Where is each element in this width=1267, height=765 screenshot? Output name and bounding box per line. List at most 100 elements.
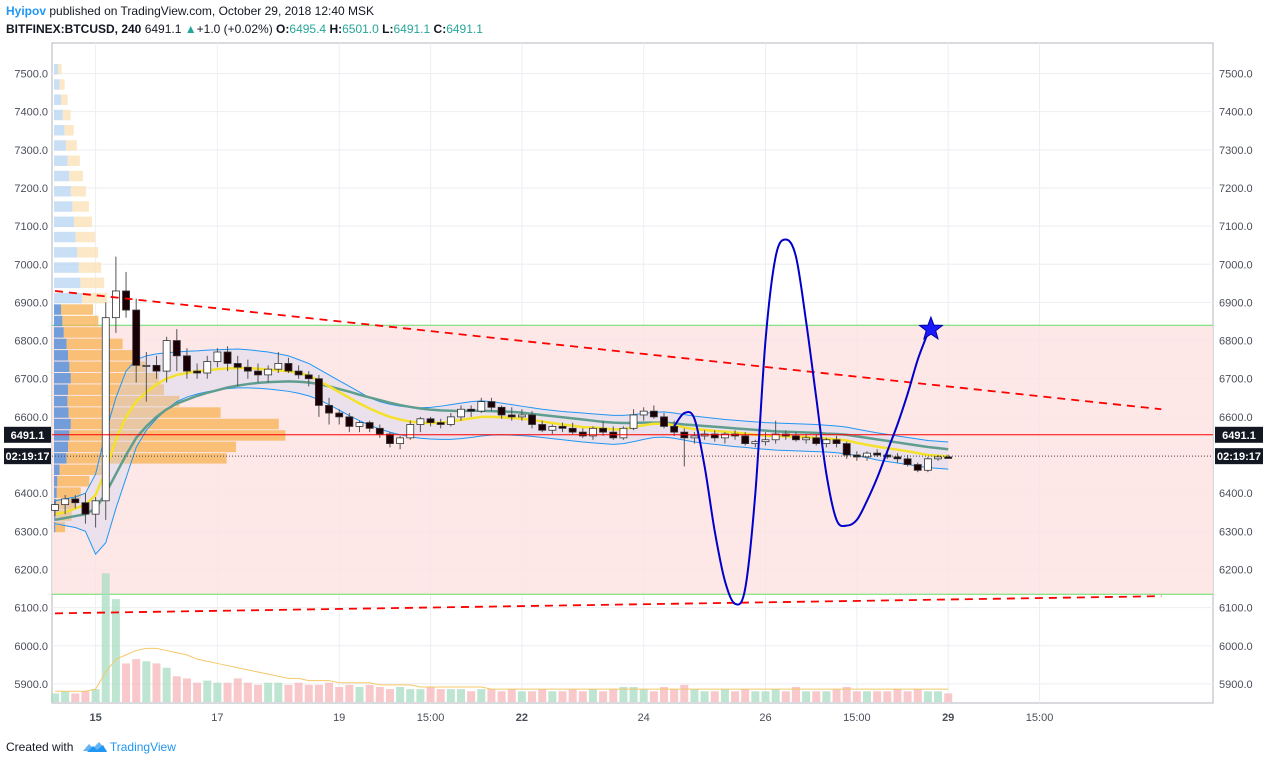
profile-bar-upper-b xyxy=(67,155,80,166)
candle-body xyxy=(193,370,202,374)
volume-bar xyxy=(497,691,506,702)
profile-bar-upper-a xyxy=(54,125,65,136)
last-price-badge-right-bg xyxy=(1215,426,1263,443)
profile-bar-upper-b xyxy=(75,231,96,243)
volume-bar xyxy=(568,689,577,702)
candle-body xyxy=(690,435,699,439)
volume-bar xyxy=(700,691,709,702)
candle-body xyxy=(548,426,557,431)
high-label: H: xyxy=(329,22,343,36)
x-tick-label: 15:00 xyxy=(1026,712,1054,724)
volume-bar xyxy=(791,687,800,702)
last-price-badge-left-text: 6491.1 xyxy=(11,430,45,442)
candle-body xyxy=(457,408,465,418)
volume-bar xyxy=(538,689,547,702)
candle-body xyxy=(264,368,273,376)
y-tick-label-right: 6400.0 xyxy=(1219,488,1253,500)
candle-body xyxy=(863,452,871,458)
volume-bar xyxy=(517,691,526,702)
volume-bar xyxy=(436,689,445,702)
candle-body xyxy=(162,340,171,372)
profile-bar-upper-b xyxy=(66,140,77,151)
candle-body xyxy=(132,309,141,366)
candle-body xyxy=(203,361,212,374)
profile-bar-up xyxy=(54,441,68,453)
candle-body xyxy=(172,340,181,357)
published-text: published on TradingView.com, October 29… xyxy=(49,4,375,18)
volume-bar xyxy=(822,691,831,702)
y-tick-label-left: 6400.0 xyxy=(14,488,48,500)
profile-bar-upper-a xyxy=(54,186,71,197)
candle-body xyxy=(507,414,516,418)
volume-bar xyxy=(223,682,232,702)
y-tick-label-left: 6600.0 xyxy=(14,412,48,424)
candle-body xyxy=(467,408,476,412)
volume-bar xyxy=(213,682,222,702)
profile-bar-up xyxy=(54,315,63,327)
profile-bar-upper-a xyxy=(54,94,62,105)
volume-bar xyxy=(487,689,496,702)
volume-bar xyxy=(731,691,740,702)
volume-bar xyxy=(162,667,171,702)
author-link[interactable]: Hyipov xyxy=(6,4,47,18)
profile-bar-down xyxy=(56,487,81,498)
volume-bar xyxy=(761,691,770,702)
candle-body xyxy=(792,435,800,441)
profile-bar-down xyxy=(69,430,286,441)
x-tick-label: 15:00 xyxy=(843,712,871,724)
volume-bar xyxy=(802,691,811,702)
volume-bar xyxy=(101,573,110,702)
x-tick-label: 22 xyxy=(516,712,528,724)
volume-bar xyxy=(660,687,668,702)
volume-bar xyxy=(588,689,597,702)
profile-bar-upper-b xyxy=(61,94,68,105)
profile-bar-up xyxy=(54,338,67,350)
y-tick-label-right: 7200.0 xyxy=(1219,183,1253,195)
volume-ma-line xyxy=(55,647,949,692)
candle-body xyxy=(487,401,496,408)
volume-bar xyxy=(345,684,354,702)
profile-bar-upper-a xyxy=(54,292,82,304)
projection-path xyxy=(673,238,929,606)
profile-bar-upper-a xyxy=(54,262,79,273)
y-tick-label-right: 7100.0 xyxy=(1219,221,1253,233)
profile-bar-up xyxy=(54,327,64,338)
volume-bar xyxy=(152,663,161,702)
profile-bar-upper-a xyxy=(54,216,74,228)
low-label: L: xyxy=(382,22,394,36)
volume-bar xyxy=(842,687,851,702)
volume-bar xyxy=(111,599,120,702)
candle-body xyxy=(213,351,222,362)
candles xyxy=(51,256,953,528)
profile-bar-upper-a xyxy=(54,277,81,289)
candle-body xyxy=(619,427,628,439)
profile-bar-upper-a xyxy=(54,201,73,212)
candle-body xyxy=(802,437,810,441)
volume-bar xyxy=(355,687,364,702)
profile-bar-upper-b xyxy=(80,277,105,289)
x-tick-label: 24 xyxy=(638,712,650,724)
profile-bar-upper-b xyxy=(59,79,65,90)
candle-body xyxy=(842,443,851,456)
volume-bar xyxy=(649,691,658,702)
y-tick-label-left: 7000.0 xyxy=(14,259,48,271)
y-tick-label-right: 6100.0 xyxy=(1219,603,1253,615)
profile-bar-up xyxy=(54,430,70,441)
price-change: +1.0 (+0.02%) xyxy=(196,22,273,36)
volume-bar xyxy=(203,680,212,702)
symbol-info: BITFINEX:BTCUSD, 240 6491.1 ▲+1.0 (+0.02… xyxy=(6,22,483,36)
created-with-text: Created with xyxy=(6,740,74,754)
y-tick-label-left: 7400.0 xyxy=(14,107,48,119)
volume-bar xyxy=(923,691,932,702)
y-tick-label-left: 6200.0 xyxy=(14,564,48,576)
candle-body xyxy=(660,416,668,427)
volume-bar xyxy=(264,682,273,702)
profile-bar-upper-a xyxy=(54,155,68,166)
tradingview-link[interactable]: TradingView xyxy=(109,740,176,754)
symbol-name[interactable]: BITFINEX:BTCUSD, 240 xyxy=(6,22,142,36)
volume-bar xyxy=(132,659,141,702)
low-value: 6491.1 xyxy=(393,22,431,36)
candle-body xyxy=(812,437,821,444)
countdown-badge-right-text: 02:19:17 xyxy=(1217,451,1261,463)
